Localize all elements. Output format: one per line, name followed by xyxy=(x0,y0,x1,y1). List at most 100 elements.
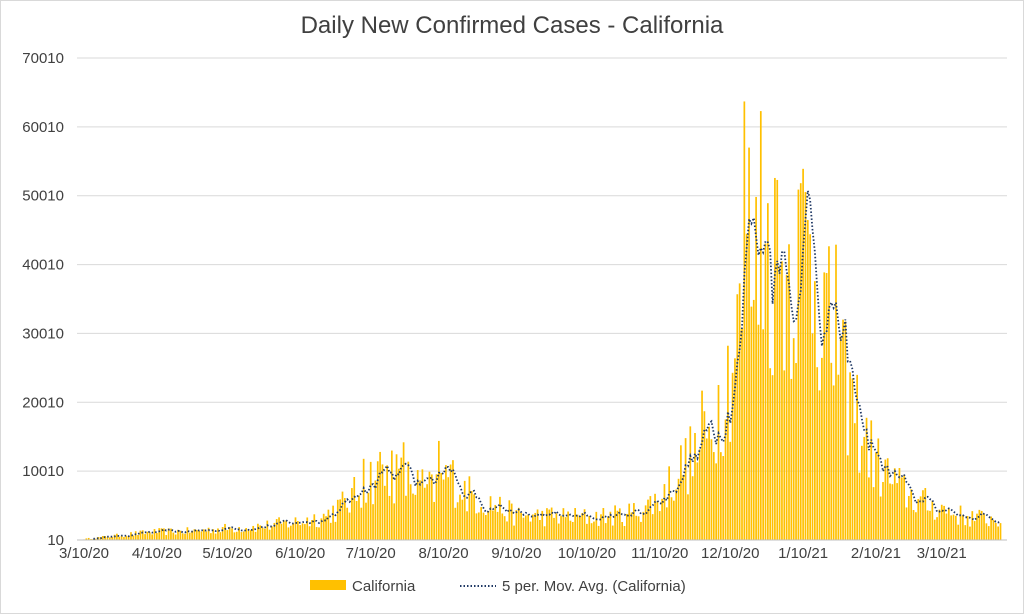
bar xyxy=(900,477,903,540)
bar xyxy=(360,507,363,540)
bar xyxy=(931,500,934,540)
y-axis-ticks: 10 10010 20010 30010 40010 50010 60010 70010 xyxy=(22,50,64,549)
bar xyxy=(388,495,391,540)
bar xyxy=(886,458,889,540)
bar xyxy=(569,520,572,540)
bar xyxy=(945,513,948,540)
bar xyxy=(148,532,151,540)
bar xyxy=(628,503,631,540)
bar xyxy=(593,521,595,540)
bar xyxy=(463,480,466,540)
moving-average-series xyxy=(93,190,1001,540)
bar xyxy=(555,513,558,540)
bar xyxy=(311,520,313,540)
bar xyxy=(635,515,638,540)
bar xyxy=(313,514,316,540)
bar xyxy=(846,455,849,540)
bar xyxy=(964,525,967,540)
bar xyxy=(423,487,426,540)
bar xyxy=(957,524,960,540)
bar xyxy=(344,497,346,540)
y-tick-label: 40010 xyxy=(22,257,64,274)
bar xyxy=(329,522,332,540)
bar xyxy=(759,111,762,540)
bar xyxy=(658,511,661,540)
y-tick-label: 50010 xyxy=(22,188,64,205)
bar xyxy=(419,480,421,540)
bar xyxy=(536,509,539,540)
bar xyxy=(438,440,440,540)
bar xyxy=(144,534,146,540)
bar xyxy=(94,538,97,540)
bar xyxy=(602,508,605,540)
bar xyxy=(680,445,682,540)
bar xyxy=(741,328,743,540)
bar xyxy=(626,513,628,540)
bar xyxy=(501,513,504,540)
bar xyxy=(762,329,764,540)
bar xyxy=(562,508,565,540)
bar xyxy=(341,491,344,540)
bar xyxy=(621,522,623,540)
bar xyxy=(421,469,424,540)
bar xyxy=(736,294,739,540)
bar xyxy=(193,529,196,540)
bar xyxy=(435,474,438,540)
x-axis-ticks: 3/10/20 4/10/20 5/10/20 6/10/20 7/10/20 8/10/… xyxy=(59,545,967,562)
bar xyxy=(346,507,349,540)
bar xyxy=(783,370,786,540)
bar xyxy=(748,147,750,541)
bar xyxy=(696,462,699,540)
bar xyxy=(586,523,588,540)
bar xyxy=(879,496,882,540)
bar xyxy=(233,532,236,540)
bar xyxy=(297,521,299,540)
bar xyxy=(391,450,393,540)
bar xyxy=(853,423,856,540)
bar xyxy=(637,516,640,540)
bar xyxy=(785,274,788,540)
bar xyxy=(825,273,828,540)
bar xyxy=(358,495,360,540)
bar xyxy=(891,484,894,540)
bar xyxy=(228,526,231,540)
bar xyxy=(912,510,915,540)
bar xyxy=(430,474,433,540)
bar xyxy=(308,526,311,540)
bar xyxy=(992,520,995,540)
bar xyxy=(170,528,172,540)
bar xyxy=(997,526,999,540)
bar xyxy=(151,534,153,540)
bar xyxy=(289,525,292,540)
bar xyxy=(428,471,431,540)
bar xyxy=(541,510,544,540)
bar xyxy=(179,530,182,540)
bar xyxy=(579,516,581,540)
bar xyxy=(868,477,870,540)
x-tick-label: 9/10/20 xyxy=(491,545,541,562)
bar xyxy=(701,390,703,540)
bar xyxy=(379,451,381,540)
bar xyxy=(106,537,109,540)
bar xyxy=(983,514,985,540)
bar xyxy=(649,496,652,540)
bar xyxy=(527,514,529,540)
bar xyxy=(517,507,520,540)
bar xyxy=(677,478,680,540)
bar xyxy=(908,495,910,540)
bar xyxy=(402,442,405,540)
bar xyxy=(489,496,492,540)
bar xyxy=(259,525,262,540)
bar xyxy=(195,529,198,540)
bar xyxy=(654,493,656,540)
bar xyxy=(905,507,908,540)
bar xyxy=(818,390,821,540)
bar xyxy=(550,507,553,540)
bar xyxy=(978,509,981,540)
bar xyxy=(275,519,278,540)
bar xyxy=(254,531,257,540)
bar xyxy=(470,491,473,540)
bar xyxy=(503,516,506,540)
bar xyxy=(407,461,410,540)
